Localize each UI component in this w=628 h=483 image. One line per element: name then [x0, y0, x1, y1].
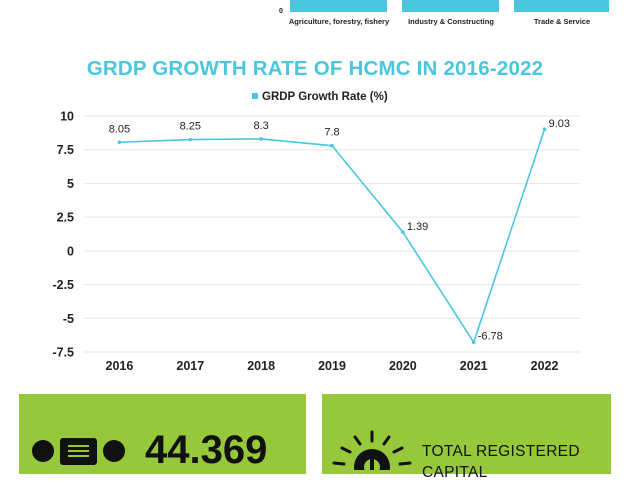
series-line — [119, 128, 546, 345]
chart-title: GRDP GROWTH RATE OF HCMC IN 2016-2022 — [86, 57, 544, 80]
top-chart-zero-label: 0 — [279, 8, 283, 15]
x-tick-label: 2017 — [176, 359, 204, 373]
y-tick-label: 2.5 — [57, 211, 74, 225]
y-tick-label: -5 — [63, 312, 74, 326]
x-tick-label: 2022 — [531, 359, 559, 373]
top-chart-category-industry: Industry & Constructing — [408, 17, 494, 26]
data-point — [117, 140, 122, 145]
data-label: 1.39 — [407, 221, 428, 233]
bar-trade — [514, 0, 609, 12]
data-label: 8.25 — [180, 121, 201, 133]
legend-label: GRDP Growth Rate (%) — [262, 91, 388, 103]
x-tick-label: 2021 — [460, 359, 488, 373]
chart-legend: GRDP Growth Rate (%) — [252, 91, 388, 103]
circle-icon-right — [103, 440, 125, 462]
y-tick-label: -7.5 — [52, 346, 74, 360]
document-icon — [60, 438, 97, 465]
businesses-count: 44.369 — [145, 428, 268, 472]
line-chart: 10 7.5 5 2.5 0 -2.5 -5 -7.5 2016 2017 2018 2019 202… — [52, 110, 580, 373]
y-tick-label: -2.5 — [52, 278, 74, 292]
top-chart-category-agriculture: Agriculture, forestry, fishery — [288, 17, 390, 26]
legend-swatch — [252, 93, 258, 99]
data-label: 8.3 — [253, 120, 268, 132]
x-tick-label: 2019 — [318, 359, 346, 373]
data-point — [401, 230, 405, 234]
data-label: 8.05 — [109, 123, 130, 135]
x-tick-label: 2020 — [389, 359, 417, 373]
x-tick-label: 2016 — [106, 359, 134, 373]
data-point — [188, 137, 193, 142]
y-tick-label: 5 — [67, 177, 74, 191]
y-tick-label: 0 — [67, 244, 74, 258]
x-tick-label: 2018 — [247, 359, 275, 373]
y-tick-label: 10 — [60, 110, 74, 124]
y-tick-label: 7.5 — [57, 143, 74, 157]
top-bar-chart: 0 Agriculture, forestry, fishery Industr… — [0, 0, 628, 32]
bar-industry — [402, 0, 499, 12]
data-label: -6.78 — [478, 330, 503, 342]
registered-capital-label: TOTAL REGISTERED CAPITAL — [422, 443, 580, 481]
data-point — [330, 143, 334, 148]
top-chart-category-trade: Trade & Service — [533, 17, 591, 26]
data-point — [471, 340, 476, 345]
data-point — [259, 137, 263, 141]
data-point — [542, 127, 547, 131]
circle-icon-left — [32, 440, 54, 462]
bar-agriculture — [290, 0, 387, 12]
data-label: 7.8 — [324, 127, 339, 139]
money-bulb-icon — [332, 430, 412, 470]
data-label: 9.03 — [549, 118, 570, 130]
